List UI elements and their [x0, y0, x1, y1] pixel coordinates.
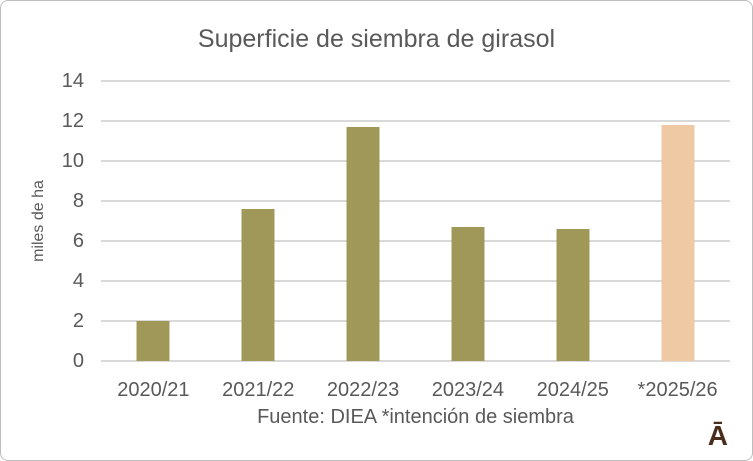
gridline	[101, 240, 730, 242]
gridline	[101, 200, 730, 202]
x-tick-label: 2020/21	[117, 379, 190, 401]
brand-logo: Ā	[707, 420, 728, 452]
y-axis-title: miles de ha	[30, 180, 47, 262]
bar-202223	[346, 127, 380, 361]
bar-202425	[556, 229, 590, 361]
x-tick-label: 2021/22	[222, 379, 295, 401]
x-tick-label: 2023/24	[431, 379, 505, 401]
source-note: Fuente: DIEA *intención de siembra	[257, 406, 574, 428]
bar-202122	[241, 209, 275, 361]
bar-202021	[136, 321, 170, 361]
gridline	[101, 360, 730, 362]
gridline	[101, 160, 730, 162]
chart-title: Superficie de siembra de girasol	[197, 25, 556, 53]
plot-area: 0 2 4 6 8 10 12 14 2020/21 2021/22 2022/23 2023/24 2…	[62, 71, 730, 400]
gridline	[101, 80, 730, 82]
gridline	[101, 120, 730, 122]
bar-202324	[451, 227, 485, 361]
x-tick-label: 2022/23	[326, 379, 400, 401]
x-tick-label: 2024/25	[536, 379, 609, 401]
bar-202526	[661, 125, 695, 361]
x-tick-label: *2025/26	[637, 379, 718, 401]
gridline	[101, 320, 730, 322]
gridline	[101, 280, 730, 282]
